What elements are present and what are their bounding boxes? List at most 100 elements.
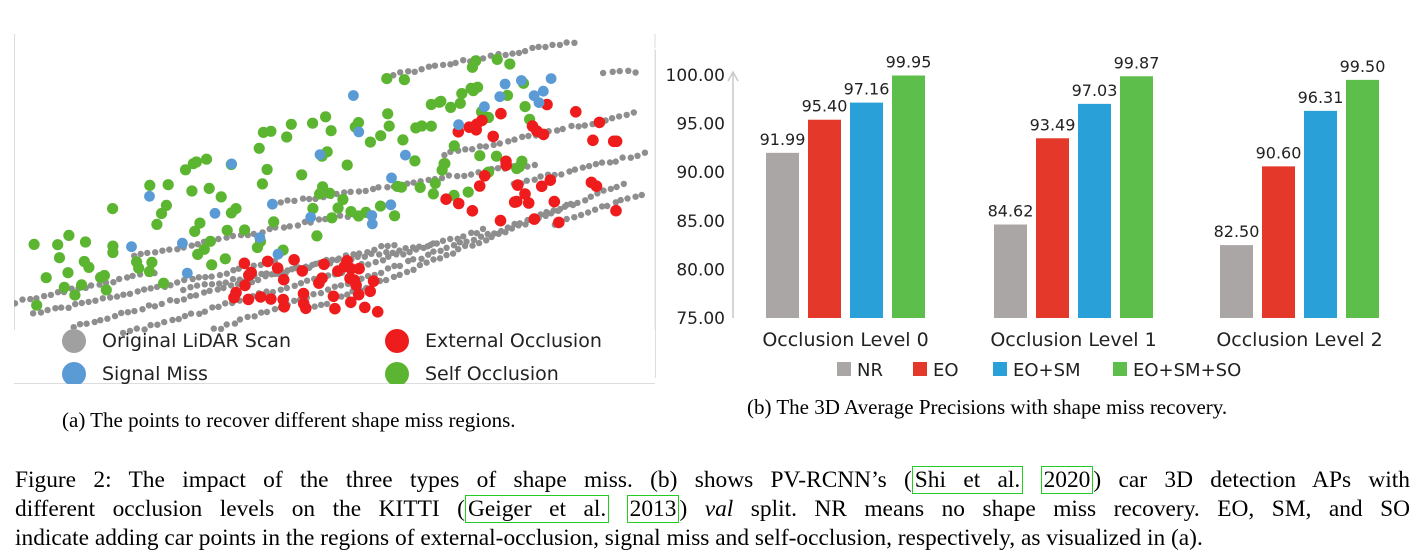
scan-point <box>236 316 244 323</box>
scan-point <box>607 185 614 193</box>
scan-point <box>505 138 512 145</box>
self-occlusion-point <box>239 224 251 236</box>
legend-label: EO+SM <box>1013 360 1081 381</box>
citation-link[interactable]: 2020 <box>1040 466 1094 494</box>
self-occlusion-point <box>383 120 395 132</box>
legend-swatch <box>913 362 927 376</box>
data-label: 99.95 <box>886 52 932 71</box>
signal-miss-point <box>479 101 490 113</box>
external-occlusion-point <box>452 197 465 210</box>
scan-point <box>137 250 144 258</box>
scan-point <box>577 211 585 219</box>
scan-point <box>129 272 136 280</box>
scan-point <box>477 233 485 240</box>
scan-point <box>201 308 208 315</box>
scan-point <box>152 249 159 256</box>
scan-point <box>441 151 448 159</box>
scan-point <box>336 212 344 219</box>
external-occlusion-point <box>329 302 341 315</box>
self-occlusion-point <box>416 120 428 132</box>
scan-point <box>406 249 413 256</box>
scan-point <box>383 249 390 256</box>
caption-text <box>1023 467 1040 493</box>
legend-swatch <box>1113 362 1127 376</box>
scan-point <box>369 185 377 193</box>
scan-point <box>624 195 631 202</box>
y-axis-arrow <box>727 70 739 82</box>
scan-point <box>379 257 387 264</box>
scan-point <box>65 304 72 311</box>
bar <box>994 224 1027 318</box>
scan-point <box>556 41 564 49</box>
scan-point <box>559 125 566 133</box>
scan-point <box>202 273 209 281</box>
scan-point <box>187 292 194 300</box>
scan-point <box>209 304 216 311</box>
scan-point <box>111 312 119 320</box>
category-label: Occlusion Level 2 <box>1216 329 1382 351</box>
scan-point <box>391 262 398 270</box>
scan-point <box>523 177 530 184</box>
external-occlusion-point <box>500 159 512 171</box>
scan-point <box>599 69 607 77</box>
bar <box>850 102 883 318</box>
legend-item: Original LiDAR Scan <box>62 329 291 353</box>
external-occlusion-point <box>359 301 371 314</box>
category-label: Occlusion Level 0 <box>762 329 928 351</box>
scan-point <box>384 265 392 272</box>
self-occlusion-point <box>265 125 277 137</box>
self-occlusion-point <box>230 203 242 215</box>
citation-link[interactable]: 2013 <box>626 495 680 523</box>
scan-point <box>436 255 444 262</box>
scan-point <box>531 176 538 183</box>
scan-point <box>529 44 536 52</box>
scan-point <box>423 259 430 266</box>
bar <box>1036 138 1069 318</box>
scan-point <box>283 284 291 292</box>
scan-point <box>479 225 487 233</box>
legend-marker <box>385 362 409 384</box>
scan-point <box>403 268 411 276</box>
caption-line: Figure 2: The impact of the three types … <box>15 466 1410 495</box>
citation-link[interactable]: Shi et al. <box>911 466 1024 494</box>
scan-point <box>535 43 542 51</box>
external-occlusion-point <box>548 195 561 208</box>
external-occlusion-point <box>288 254 300 266</box>
external-occlusion-point <box>271 262 284 274</box>
scan-point <box>91 318 98 326</box>
scan-point <box>193 282 201 289</box>
scan-point <box>216 271 224 279</box>
citation-link[interactable]: Geiger et al. <box>464 495 610 523</box>
scan-point <box>553 127 561 134</box>
scan-point <box>620 180 627 188</box>
scan-point <box>542 212 549 220</box>
scan-point <box>229 275 237 283</box>
scan-point <box>140 286 148 293</box>
scan-point <box>418 66 425 73</box>
scan-point <box>475 239 483 247</box>
scan-point <box>455 246 462 253</box>
scan-point <box>443 251 450 259</box>
scan-point <box>271 305 279 313</box>
self-occlusion-point <box>200 153 213 165</box>
data-label: 99.87 <box>1114 53 1160 72</box>
self-occlusion-point <box>374 200 387 212</box>
scan-point <box>430 240 437 247</box>
scan-point <box>522 221 529 228</box>
scan-point <box>206 287 213 294</box>
data-label: 82.50 <box>1214 222 1260 241</box>
scan-point <box>76 321 84 328</box>
scan-point <box>214 286 221 293</box>
scan-point <box>72 300 79 308</box>
scan-point <box>180 296 188 303</box>
legend-label: Original LiDAR Scan <box>102 330 291 352</box>
external-occlusion-point <box>466 205 479 217</box>
scan-point <box>410 179 417 186</box>
scan-point <box>29 310 37 317</box>
scan-point <box>447 235 454 243</box>
external-occlusion-point <box>277 273 290 286</box>
data-label: 93.49 <box>1030 115 1076 134</box>
legend-label: EO+SM+SO <box>1133 360 1241 381</box>
scan-point <box>118 309 125 317</box>
scan-point <box>310 291 317 298</box>
